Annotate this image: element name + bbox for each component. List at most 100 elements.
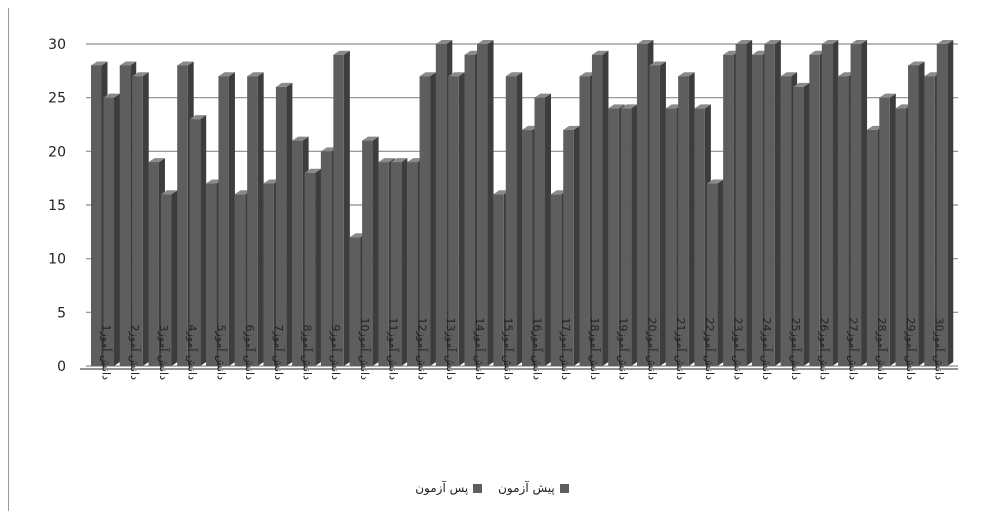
bar-front bbox=[908, 65, 919, 366]
bar-top bbox=[362, 136, 379, 141]
y-tick-label: 15 bbox=[48, 198, 66, 214]
bar-front bbox=[103, 97, 114, 367]
bar-s2-18 bbox=[591, 50, 609, 366]
bar-s2-16 bbox=[534, 93, 551, 367]
bar-top bbox=[850, 40, 868, 44]
bar-top bbox=[464, 50, 482, 55]
bar-top bbox=[620, 104, 638, 109]
bar-front bbox=[419, 76, 431, 366]
bar-s2-19 bbox=[620, 104, 638, 367]
bar-side bbox=[832, 40, 839, 366]
bar-front bbox=[522, 129, 533, 366]
x-tick-label: دانش آموز7 bbox=[272, 325, 286, 381]
bar-side bbox=[200, 115, 207, 366]
x-tick-label: دانش آموز9 bbox=[329, 325, 343, 381]
bar-s2-8 bbox=[304, 168, 322, 366]
bar-side bbox=[257, 72, 264, 366]
y-tick-label: 10 bbox=[48, 252, 66, 268]
bar-front bbox=[505, 76, 517, 366]
bar-side bbox=[774, 40, 781, 366]
bar-front bbox=[665, 108, 677, 367]
x-tick-label: دانش آموز6 bbox=[243, 325, 257, 381]
bar-top bbox=[378, 158, 395, 163]
bar-top bbox=[895, 104, 913, 109]
bar-top bbox=[678, 72, 695, 77]
x-tick-label: دانش آموز11 bbox=[387, 318, 401, 381]
legend-label-pretest: پیش آزمون bbox=[498, 481, 555, 495]
bar-front bbox=[333, 54, 344, 366]
x-tick-label: دانش آموز26 bbox=[818, 318, 832, 381]
bar-top bbox=[292, 136, 309, 141]
frame-left-border bbox=[8, 8, 9, 511]
bar-side bbox=[114, 93, 120, 367]
bar-s2-5 bbox=[218, 72, 235, 366]
bar-front bbox=[234, 194, 246, 366]
bar-front bbox=[735, 44, 747, 366]
x-tick-label: دانش آموز17 bbox=[559, 318, 573, 381]
bar-top bbox=[550, 190, 568, 195]
bar-front bbox=[620, 108, 632, 367]
bar-s2-21 bbox=[678, 72, 695, 366]
bar-chart: 0 5 10 15 20 25 30 دانش آموز1 دانش آموز2 دانش آمو… bbox=[48, 37, 958, 381]
bar-s2-22 bbox=[706, 179, 724, 366]
bar-top bbox=[936, 40, 954, 44]
x-tick-label: دانش آموز19 bbox=[617, 318, 631, 381]
bar-side bbox=[947, 40, 954, 366]
bar-front bbox=[924, 76, 935, 366]
bar-front bbox=[579, 76, 590, 366]
bar-top bbox=[879, 93, 896, 98]
bar-front bbox=[534, 97, 545, 367]
bar-front bbox=[148, 162, 159, 366]
bar-top bbox=[608, 104, 625, 109]
bar-front bbox=[723, 54, 734, 366]
bar-front bbox=[390, 162, 402, 366]
bar-s2-27 bbox=[850, 40, 868, 366]
x-tick-label: دانش آموز29 bbox=[904, 318, 918, 381]
bar-top bbox=[694, 104, 711, 109]
bar-side bbox=[573, 125, 580, 366]
bar-front bbox=[349, 237, 361, 366]
bar-front bbox=[809, 54, 820, 366]
bar-side bbox=[228, 72, 235, 366]
bar-top bbox=[579, 72, 596, 77]
bar-front bbox=[895, 108, 907, 367]
bar-s2-15 bbox=[505, 72, 523, 366]
bar-top bbox=[665, 104, 683, 109]
x-tick-label: دانش آموز14 bbox=[473, 318, 487, 381]
y-tick-label: 5 bbox=[57, 305, 66, 321]
bar-s2-2 bbox=[132, 72, 149, 366]
bar-s2-9 bbox=[333, 50, 350, 366]
bar-side bbox=[315, 168, 322, 366]
bar-side bbox=[918, 61, 925, 366]
bar-side bbox=[659, 61, 666, 366]
bar-top bbox=[591, 50, 609, 55]
x-tick-label: دانش آموز25 bbox=[789, 318, 803, 381]
x-tick-label: دانش آموز3 bbox=[157, 325, 171, 381]
bar-side bbox=[746, 40, 753, 366]
x-tick-label: دانش آموز27 bbox=[846, 318, 860, 381]
bar-top bbox=[419, 72, 437, 77]
x-tick-label: دانش آموز22 bbox=[703, 318, 717, 381]
bar-top bbox=[809, 50, 826, 55]
y-tick-label: 20 bbox=[48, 144, 66, 160]
bar-top bbox=[349, 233, 367, 238]
bar-top bbox=[908, 61, 925, 66]
bar-side bbox=[286, 82, 293, 366]
bar-top bbox=[177, 61, 194, 66]
bar-s2-24 bbox=[764, 40, 781, 366]
bar-top bbox=[838, 72, 855, 77]
bar-top bbox=[275, 82, 293, 87]
bar-front bbox=[132, 76, 143, 366]
bar-top bbox=[764, 40, 781, 44]
bar-front bbox=[378, 162, 389, 366]
bar-front bbox=[678, 76, 689, 366]
bar-s2-13 bbox=[448, 72, 465, 366]
bar-side bbox=[372, 136, 379, 366]
bar-s2-10 bbox=[362, 136, 379, 366]
bar-side bbox=[803, 82, 810, 366]
bar-side bbox=[861, 40, 868, 366]
bar-side bbox=[458, 72, 465, 366]
x-tick-label: دانش آموز1 bbox=[99, 325, 113, 381]
bar-s2-14 bbox=[477, 40, 494, 366]
x-tick-label: دانش آموز10 bbox=[358, 318, 372, 381]
